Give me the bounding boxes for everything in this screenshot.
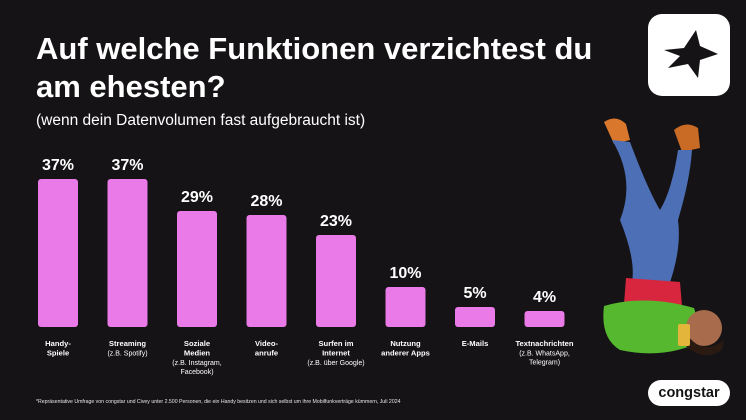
category-label-3-0: Video- [255,339,279,348]
category-sublabel-2-1: Facebook) [180,369,213,376]
category-label-4-0: Surfen im [318,339,353,348]
category-label-2-1: Medien [184,349,211,358]
hair [686,336,724,356]
category-label-1-0: Streaming [109,339,146,348]
category-label-5-0: Nutzung [390,339,421,348]
bar-2 [177,211,217,327]
category-sublabel-7-1: Telegram) [529,360,560,367]
value-label-3: 28% [250,193,282,210]
shoe-left [604,118,630,144]
category-sublabel-4-0: (z.B. über Google) [307,360,364,367]
value-label-2: 29% [181,189,213,206]
star-icon [664,30,718,78]
category-label-0-1: Spiele [47,349,69,358]
bar-6 [455,307,495,327]
brand-logo-badge [648,14,730,96]
category-label-2-0: Soziale [184,339,210,348]
category-label-7-0: Textnachrichten [515,339,573,348]
category-sublabel-2-0: (z.B. Instagram, [172,360,221,367]
category-label-5-1: anderer Apps [381,349,430,358]
red-shirt [624,278,682,306]
bar-4 [316,235,356,327]
page-title: Auf welche Funktionen verzichtest du am … [36,31,593,104]
category-label-6-0: E-Mails [462,339,489,348]
congstar-logo-button[interactable]: congstar [648,380,730,406]
category-label-4-1: Internet [322,349,350,358]
bar-3 [246,215,287,327]
value-label-0: 37% [42,157,74,174]
bar-1 [107,179,148,327]
category-label-3-1: anrufe [255,349,278,358]
bar-7 [524,311,565,327]
value-label-1: 37% [111,157,143,174]
person-illustration [603,118,724,356]
value-label-5: 10% [389,265,421,282]
page-subtitle: (wenn dein Datenvolumen fast aufgebrauch… [36,112,366,129]
bar-5 [385,287,426,327]
bar-0 [38,179,78,327]
category-sublabel-1-0: (z.B. Spotify) [107,351,147,358]
head [686,310,722,346]
phone [678,324,690,346]
bar-chart: 37% Handy-Spiele 37% Streaming (z.B. Spotify… [38,157,574,376]
shoe-right [674,124,700,152]
value-label-4: 23% [320,213,352,230]
category-sublabel-7-0: (z.B. WhatsApp, [519,351,570,358]
value-label-6: 5% [463,285,486,302]
value-label-7: 4% [533,289,556,306]
footnote: *Repräsentative Umfrage von congstar und… [36,399,401,405]
jeans [612,140,692,288]
category-label-0-0: Handy- [45,339,71,348]
